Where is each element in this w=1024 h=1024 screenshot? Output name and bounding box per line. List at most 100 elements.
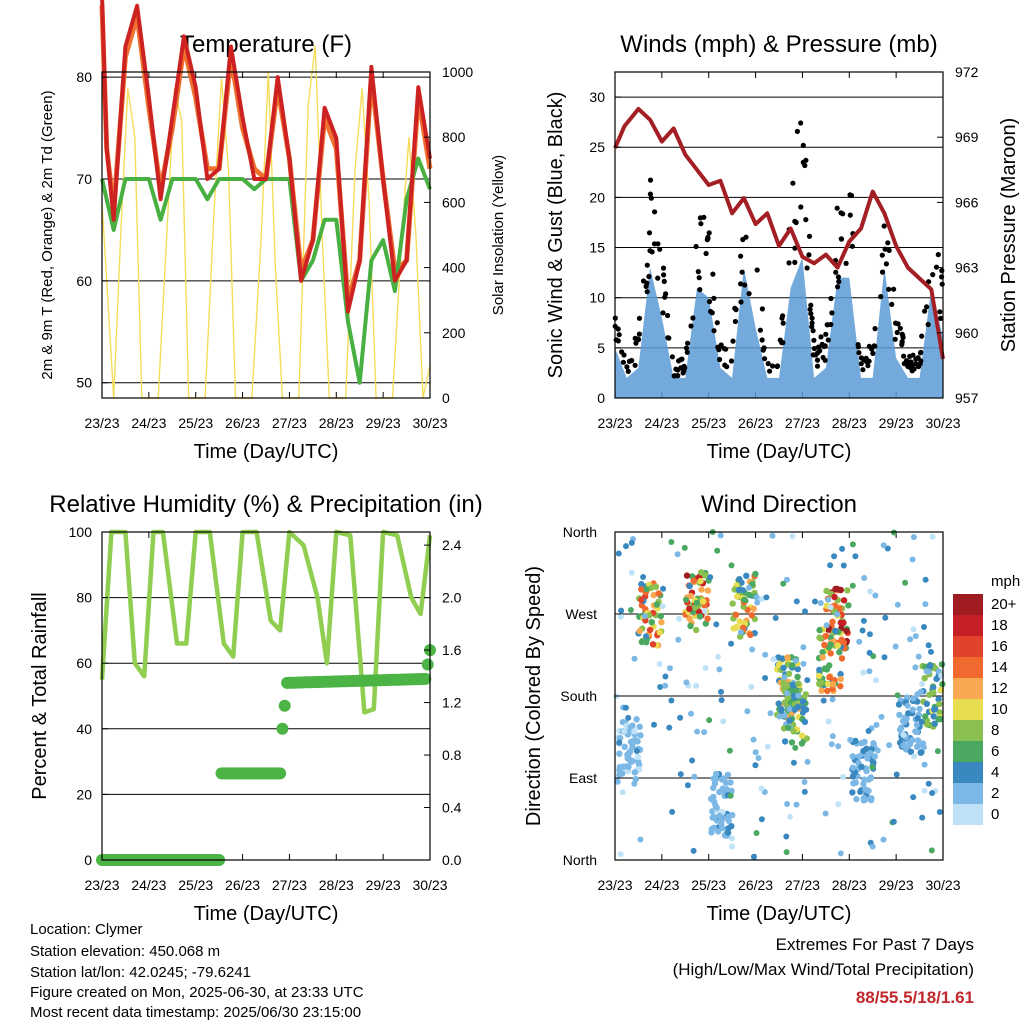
direction-point [800, 660, 807, 667]
direction-point [921, 787, 928, 794]
gust-point [675, 373, 681, 379]
x-tick-label: 27/23 [785, 415, 820, 431]
direction-point [844, 587, 851, 594]
direction-point [688, 710, 694, 717]
direction-point [658, 619, 665, 626]
gust-point [811, 337, 817, 343]
direction-point [801, 718, 809, 726]
direction-point [740, 587, 746, 594]
direction-point [618, 607, 625, 614]
gust-point [760, 347, 766, 353]
direction-point [717, 532, 724, 539]
direction-point [817, 600, 824, 606]
gust-point [825, 337, 831, 343]
direction-point [919, 680, 926, 687]
direction-point [916, 705, 923, 713]
gust-point [803, 217, 809, 223]
y-tick-label: 50 [76, 375, 92, 391]
direction-point [722, 779, 730, 786]
gust-point [625, 368, 631, 374]
direction-point [702, 572, 709, 579]
y-tick-label: 70 [76, 171, 92, 187]
direction-point [690, 577, 697, 584]
direction-point [793, 598, 800, 605]
y-tick-label: North [563, 524, 597, 540]
x-tick-label: 30/23 [412, 415, 447, 431]
gust-point [798, 204, 804, 210]
direction-point [849, 582, 856, 589]
gust-point [620, 359, 627, 365]
x-axis-label: Time (Day/UTC) [194, 441, 339, 463]
direction-point [865, 776, 872, 783]
gust-point [616, 332, 622, 338]
precip-point [421, 658, 434, 671]
direction-point [635, 761, 643, 768]
direction-point [783, 576, 790, 583]
direction-point [693, 626, 700, 634]
x-tick-label: 25/23 [178, 877, 213, 893]
direction-point [792, 687, 799, 694]
gust-point [613, 337, 619, 343]
gust-point [836, 279, 842, 285]
direction-point [621, 728, 628, 735]
direction-point [847, 736, 854, 743]
x-tick-label: 28/23 [319, 415, 354, 431]
gust-point [665, 335, 671, 341]
direction-point [922, 601, 929, 608]
direction-point [840, 773, 847, 780]
direction-point [701, 608, 708, 614]
gust-point [647, 177, 654, 183]
y2-tick-label: 0.8 [442, 747, 462, 763]
direction-point [726, 747, 733, 754]
colorbar-swatch [953, 783, 983, 804]
colorbar-label: 4 [991, 764, 999, 781]
direction-point [878, 713, 885, 720]
colorbar-label: 10 [991, 701, 1008, 718]
direction-point [799, 698, 807, 705]
y2-axis-label: Station Pressure (Maroon) [998, 118, 1020, 353]
direction-point [769, 532, 776, 539]
gust-point [742, 282, 748, 288]
direction-point [852, 737, 859, 745]
direction-point [693, 599, 701, 607]
gust-point [885, 240, 891, 246]
y2-tick-label: 957 [955, 390, 979, 406]
direction-point [743, 572, 750, 579]
direction-point [836, 649, 843, 656]
gust-point [774, 363, 780, 370]
gust-point [757, 327, 764, 333]
direction-point [837, 586, 844, 594]
gust-point [693, 243, 699, 250]
gust-point [636, 331, 643, 337]
gust-point [683, 345, 690, 351]
direction-point [684, 782, 691, 789]
direction-point [785, 724, 792, 731]
direction-point [734, 593, 741, 600]
y-axis-label: Sonic Wind & Gust (Blue, Black) [545, 92, 567, 379]
direction-point [724, 771, 732, 779]
direction-point [828, 741, 835, 748]
direction-point [795, 680, 802, 687]
gust-point [818, 334, 824, 340]
direction-point [894, 601, 901, 608]
direction-point [648, 584, 655, 592]
direction-point [853, 795, 860, 803]
gust-point [655, 275, 661, 281]
temperature-panel: Temperature (F) 23/23 24/23 25/23 26/23 27/23… [39, 0, 507, 463]
direction-point [823, 622, 830, 629]
direction-point [818, 687, 825, 694]
gust-point [690, 315, 696, 321]
gust-point [794, 128, 801, 134]
direction-point [867, 796, 875, 804]
direction-point [824, 687, 831, 695]
direction-point [821, 665, 828, 672]
direction-point [781, 738, 789, 745]
direction-point [758, 596, 765, 602]
direction-point [913, 728, 920, 736]
gust-point [824, 322, 830, 328]
direction-point [648, 619, 655, 626]
direction-point [910, 534, 917, 541]
direction-point [882, 614, 889, 621]
winds-pressure-panel: Winds (mph) & Pressure (mb) 23/23 24/23 25/… [545, 31, 1020, 463]
direction-point [690, 847, 697, 854]
